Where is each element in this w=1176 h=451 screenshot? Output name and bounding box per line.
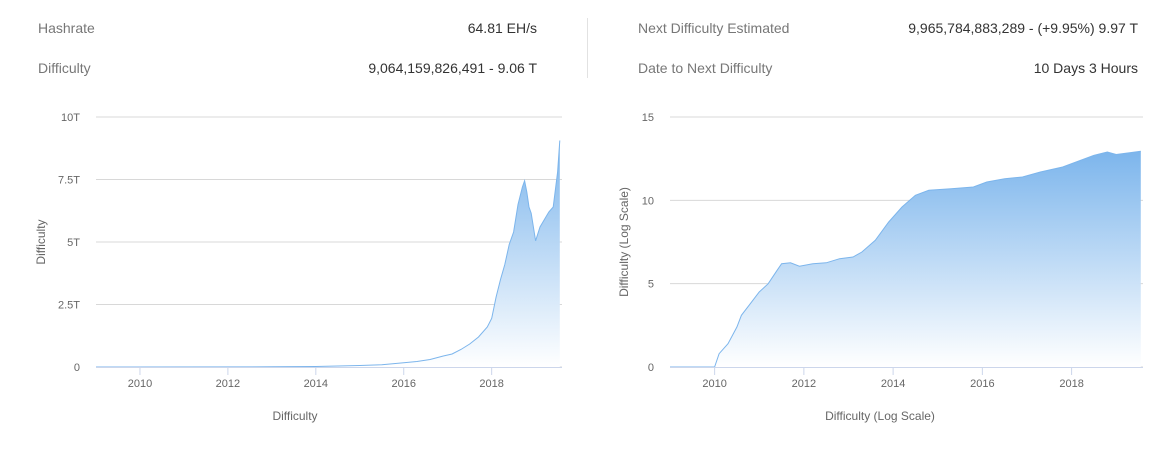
hashrate-label: Hashrate	[38, 20, 95, 36]
difficulty-log-chart[interactable]: 0 5 10 15 2010 2012 2014 2016 2018 Difficulty (Lo…	[580, 100, 1176, 430]
difficulty-row: Difficulty 9,064,159,826,491 - 9.06 T	[38, 58, 537, 78]
y-tick-label: 10	[642, 195, 654, 207]
y-axis-title: Difficulty	[34, 219, 48, 264]
y-axis-title: Difficulty (Log Scale)	[617, 187, 631, 297]
difficulty-label: Difficulty	[38, 60, 91, 76]
hashrate-row: Hashrate 64.81 EH/s	[38, 18, 537, 38]
series-line	[670, 150, 1141, 368]
difficulty-value: 9,064,159,826,491 - 9.06 T	[368, 60, 537, 76]
y-tick-label: 0	[648, 362, 654, 374]
date-next-label: Date to Next Difficulty	[638, 60, 773, 76]
date-next-value: 10 Days 3 Hours	[1033, 60, 1138, 76]
x-tick-label: 2016	[970, 378, 994, 390]
y-tick-label: 7.5T	[58, 175, 80, 187]
hashrate-value: 64.81 EH/s	[467, 20, 537, 36]
difficulty-chart[interactable]: 0 2.5T 5T 7.5T 10T 2010 2012 2014 2016 2018 Diffic…	[0, 100, 580, 430]
series-line	[95, 140, 561, 368]
y-tick-label: 10T	[61, 112, 80, 124]
x-tick-label: 2010	[128, 378, 152, 390]
y-tick-label: 0	[74, 362, 80, 374]
x-tick-label: 2014	[881, 378, 905, 390]
x-tick-label: 2012	[792, 378, 816, 390]
x-axis-title: Difficulty (Log Scale)	[825, 409, 935, 423]
area-fill	[96, 140, 560, 367]
x-tick-label: 2012	[216, 378, 240, 390]
x-tick-label: 2010	[702, 378, 726, 390]
area-fill	[670, 151, 1141, 367]
x-tick-label: 2018	[479, 378, 503, 390]
x-axis-title: Difficulty	[272, 409, 317, 423]
x-tick-label: 2018	[1059, 378, 1083, 390]
y-tick-label: 5	[648, 279, 654, 291]
date-next-row: Date to Next Difficulty 10 Days 3 Hours	[638, 58, 1138, 78]
x-tick-label: 2014	[304, 378, 328, 390]
x-tick-label: 2016	[391, 378, 415, 390]
y-tick-label: 5T	[67, 237, 80, 249]
next-difficulty-row: Next Difficulty Estimated 9,965,784,883,…	[638, 18, 1138, 38]
stats-divider	[587, 18, 588, 78]
y-tick-label: 15	[642, 112, 654, 124]
y-tick-label: 2.5T	[58, 300, 80, 312]
next-difficulty-label: Next Difficulty Estimated	[638, 20, 790, 36]
next-difficulty-value: 9,965,784,883,289 - (+9.95%) 9.97 T	[908, 20, 1138, 36]
